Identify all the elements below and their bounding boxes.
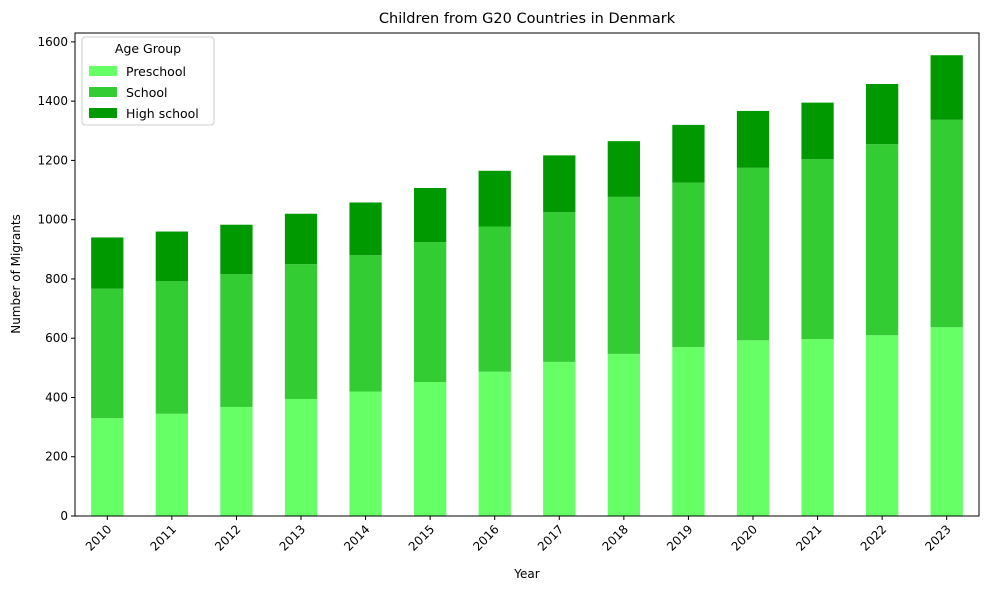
- y-tick-label: 1400: [37, 94, 68, 108]
- bar-2010-preschool: [91, 418, 124, 516]
- legend-swatch-high-school: [89, 108, 117, 118]
- x-tick-label-2021: 2021: [793, 522, 824, 553]
- x-tick-label-2014: 2014: [341, 522, 372, 553]
- bar-2014-high-school: [349, 202, 382, 256]
- bar-2019-high-school: [672, 124, 705, 183]
- bar-2017-high-school: [543, 155, 576, 213]
- bar-2014-preschool: [349, 391, 382, 516]
- x-tick-label-2016: 2016: [470, 522, 501, 553]
- x-tick-label-2022: 2022: [858, 522, 889, 553]
- bar-2012-school: [220, 274, 253, 407]
- legend-swatch-school: [89, 87, 117, 97]
- bar-2019-preschool: [672, 347, 705, 516]
- bar-2011-preschool: [155, 413, 188, 516]
- legend-box: [81, 36, 215, 126]
- y-tick-label: 0: [60, 509, 68, 523]
- bar-2013-school: [284, 264, 318, 399]
- bar-2017-preschool: [543, 361, 576, 516]
- bar-2022-high-school: [866, 83, 899, 145]
- bar-2015-preschool: [414, 382, 447, 516]
- bar-2010-school: [91, 288, 124, 419]
- bar-2017-school: [543, 212, 576, 362]
- bar-2014-school: [349, 255, 382, 392]
- y-tick-label: 1200: [37, 153, 68, 167]
- x-tick-label-2010: 2010: [83, 522, 114, 553]
- legend: Age Group Preschool School High school: [81, 36, 215, 126]
- bar-2018-high-school: [607, 141, 640, 197]
- bar-2023-school: [930, 119, 963, 328]
- y-tick-label: 200: [45, 450, 68, 464]
- x-tick-label-2020: 2020: [729, 522, 760, 553]
- bars-layer: [91, 55, 963, 516]
- bar-2011-school: [155, 281, 188, 414]
- x-tick-label-2019: 2019: [664, 522, 695, 553]
- bar-2022-preschool: [866, 335, 899, 516]
- bar-2021-high-school: [801, 102, 834, 160]
- x-tick-label-2018: 2018: [599, 522, 630, 553]
- legend-title: Age Group: [115, 41, 181, 56]
- chart-title: Children from G20 Countries in Denmark: [379, 11, 676, 27]
- bar-2016-school: [478, 226, 511, 372]
- bar-2011-high-school: [155, 231, 188, 282]
- y-tick-label: 1600: [37, 35, 68, 49]
- y-tick-label: 1000: [37, 213, 68, 227]
- bar-2016-high-school: [478, 170, 511, 227]
- y-axis-label: Number of Migrants: [9, 214, 23, 334]
- bar-2020-school: [736, 167, 770, 341]
- bar-2015-high-school: [414, 187, 447, 243]
- bar-2020-preschool: [736, 340, 770, 516]
- x-tick-label-2011: 2011: [147, 522, 178, 553]
- bar-2018-school: [607, 196, 640, 354]
- bar-2016-preschool: [478, 371, 511, 516]
- bar-2019-school: [672, 182, 705, 348]
- x-tick-label-2023: 2023: [922, 522, 953, 553]
- x-axis-label: Year: [513, 567, 539, 581]
- y-tick-label: 600: [45, 331, 68, 345]
- legend-label-high-school: High school: [126, 106, 199, 121]
- y-tick-label: 400: [45, 390, 68, 404]
- bar-2018-preschool: [607, 353, 640, 516]
- bar-2013-high-school: [284, 213, 318, 265]
- bar-2022-school: [866, 144, 899, 336]
- bar-2023-preschool: [930, 327, 963, 516]
- bar-2010-high-school: [91, 237, 124, 289]
- x-tick-label-2013: 2013: [277, 522, 308, 553]
- plot-frame: [74, 32, 980, 517]
- legend-label-preschool: Preschool: [126, 64, 186, 79]
- legend-label-school: School: [126, 85, 168, 100]
- x-tick-label-2017: 2017: [535, 522, 566, 553]
- bar-2021-preschool: [801, 339, 834, 516]
- bar-2020-high-school: [736, 110, 770, 168]
- bar-2012-preschool: [220, 406, 253, 516]
- x-tick-label-2015: 2015: [406, 522, 437, 553]
- bar-2023-high-school: [930, 55, 963, 120]
- legend-swatch-preschool: [89, 66, 117, 76]
- bar-2015-school: [414, 242, 447, 383]
- y-tick-label: 800: [45, 272, 68, 286]
- bar-2012-high-school: [220, 224, 253, 275]
- x-tick-label-2012: 2012: [212, 522, 243, 553]
- bar-2013-preschool: [284, 398, 318, 516]
- bar-2021-school: [801, 159, 834, 340]
